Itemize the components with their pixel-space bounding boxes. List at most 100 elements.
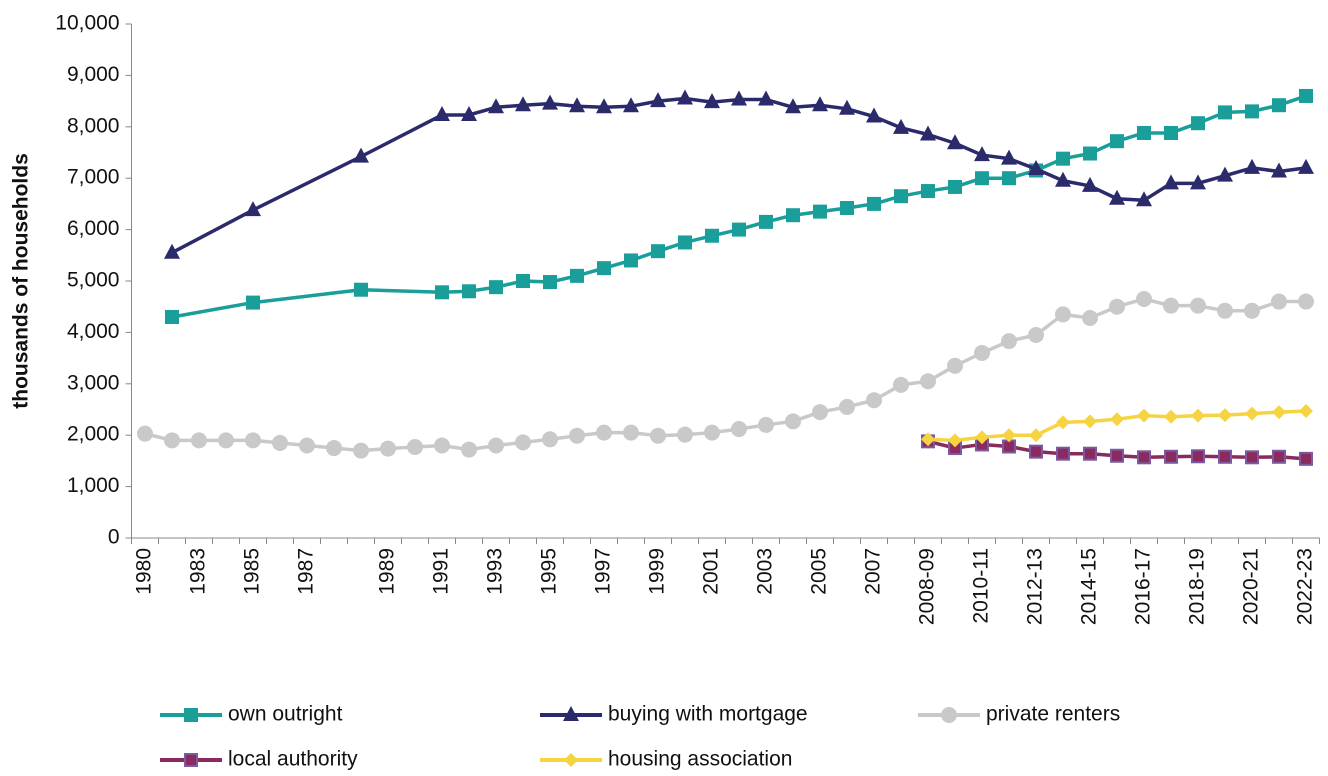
x-tick-label: 2003 xyxy=(754,548,777,595)
marker xyxy=(326,440,342,457)
marker xyxy=(947,357,963,374)
marker xyxy=(1218,408,1232,423)
marker xyxy=(272,434,288,451)
marker xyxy=(1191,408,1205,423)
marker xyxy=(354,282,368,297)
marker xyxy=(1163,174,1179,190)
x-tick-label: 2007 xyxy=(862,548,885,595)
marker xyxy=(380,440,396,457)
marker xyxy=(191,432,207,449)
marker xyxy=(488,437,504,454)
y-axis-title: thousands of households xyxy=(10,153,33,409)
marker xyxy=(677,89,693,105)
x-tick-label: 2022-23 xyxy=(1294,548,1317,625)
series-line xyxy=(144,297,1306,453)
marker xyxy=(1299,88,1313,103)
marker xyxy=(1191,116,1205,131)
marker xyxy=(434,105,450,121)
y-tick-label: 7,000 xyxy=(67,166,120,189)
marker xyxy=(1245,450,1259,465)
marker xyxy=(1083,414,1097,429)
marker xyxy=(1110,448,1124,463)
marker xyxy=(245,201,261,217)
y-tick-label: 9,000 xyxy=(67,63,120,86)
marker xyxy=(1298,293,1314,310)
legend-label: housing association xyxy=(608,748,792,771)
marker xyxy=(1218,449,1232,464)
marker xyxy=(1191,449,1205,464)
y-tick-label: 4,000 xyxy=(67,320,120,343)
marker xyxy=(1137,125,1151,140)
marker xyxy=(975,171,989,186)
marker xyxy=(570,268,584,283)
marker xyxy=(941,707,957,723)
marker xyxy=(1245,406,1259,421)
marker xyxy=(165,309,179,324)
marker xyxy=(1163,297,1179,314)
marker xyxy=(974,146,990,162)
marker xyxy=(651,244,665,259)
marker xyxy=(623,424,639,441)
marker xyxy=(488,98,504,114)
x-tick-label: 1985 xyxy=(241,548,264,595)
x-tick-label: 2008-09 xyxy=(916,548,939,625)
marker xyxy=(435,285,449,300)
marker xyxy=(434,437,450,454)
marker xyxy=(1109,298,1125,315)
x-tick-label: 2016-17 xyxy=(1132,548,1155,625)
marker xyxy=(1110,134,1124,149)
marker xyxy=(597,261,611,276)
x-tick-label: 2001 xyxy=(700,548,723,595)
marker xyxy=(920,373,936,390)
x-tick-label: 1980 xyxy=(133,548,156,595)
marker xyxy=(623,97,639,113)
marker xyxy=(596,424,612,441)
x-tick-label: 2005 xyxy=(808,548,831,595)
marker xyxy=(1137,408,1151,423)
x-tick-label: 1989 xyxy=(376,548,399,595)
marker xyxy=(564,753,578,767)
marker xyxy=(920,125,936,141)
y-tick-label: 1,000 xyxy=(67,474,120,497)
x-tick-label: 1997 xyxy=(592,548,615,595)
y-tick-label: 5,000 xyxy=(67,269,120,292)
marker xyxy=(785,413,801,430)
marker xyxy=(1002,171,1016,186)
marker xyxy=(1029,428,1043,443)
marker xyxy=(1218,105,1232,120)
x-tick-label: 2014-15 xyxy=(1078,548,1101,625)
series-line xyxy=(171,94,1307,319)
x-tick-label: 1999 xyxy=(646,548,669,595)
marker xyxy=(137,425,153,442)
marker xyxy=(515,434,531,451)
marker xyxy=(218,432,234,449)
marker xyxy=(353,442,369,459)
y-tick-label: 2,000 xyxy=(67,423,120,446)
marker xyxy=(785,98,801,114)
marker xyxy=(893,118,909,134)
legend-label: local authority xyxy=(228,748,358,771)
marker xyxy=(1271,293,1287,310)
marker xyxy=(758,416,774,433)
marker xyxy=(1164,449,1178,464)
marker xyxy=(596,98,612,114)
marker xyxy=(1110,412,1124,427)
marker xyxy=(184,753,198,767)
x-tick-label: 2020-21 xyxy=(1240,548,1263,625)
y-tick-label: 6,000 xyxy=(67,217,120,240)
marker xyxy=(650,427,666,444)
marker xyxy=(1190,297,1206,314)
marker xyxy=(1298,158,1314,174)
legend-label: own outright xyxy=(228,703,343,726)
marker xyxy=(921,432,935,447)
marker xyxy=(1083,446,1097,461)
marker xyxy=(1245,104,1259,119)
x-tick-label: 1993 xyxy=(484,548,507,595)
marker xyxy=(893,376,909,393)
marker xyxy=(542,94,558,110)
marker xyxy=(1136,290,1152,307)
marker xyxy=(650,92,666,108)
x-tick-label: 1991 xyxy=(430,548,453,595)
x-tick-label: 2010-11 xyxy=(970,548,993,624)
marker xyxy=(731,421,747,438)
